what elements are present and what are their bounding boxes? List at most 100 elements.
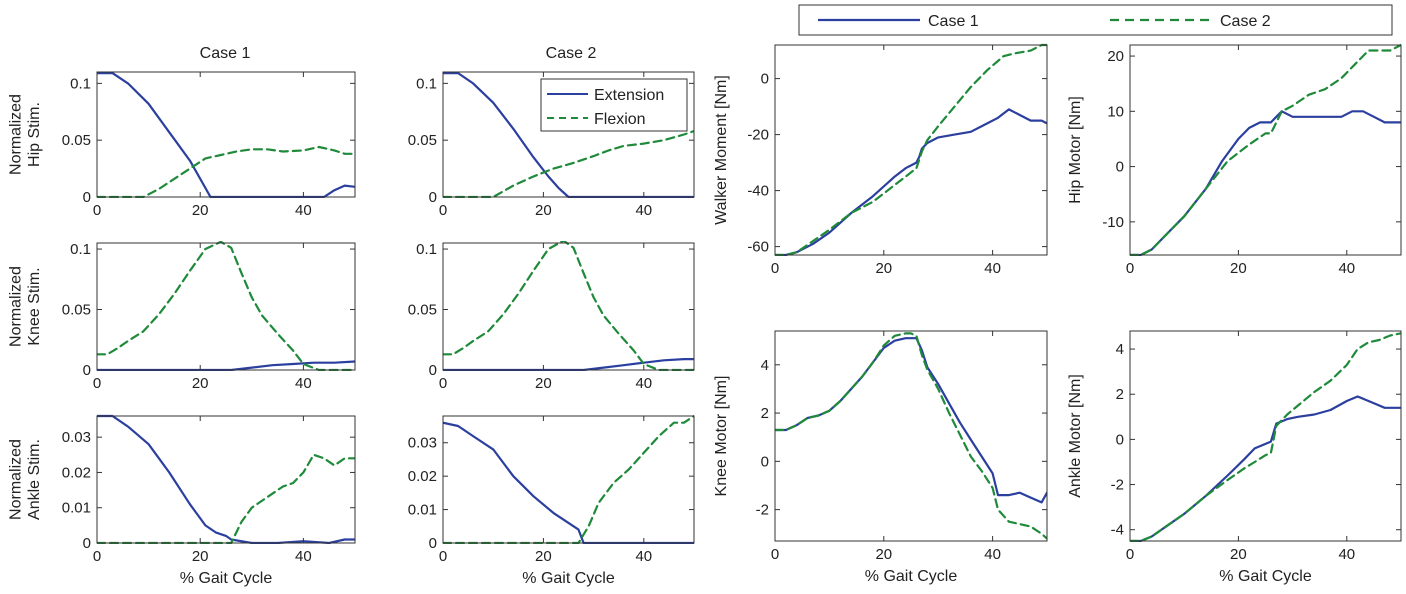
axes-frame: [442, 242, 695, 371]
y-axis-label: Knee Motor [Nm]: [713, 376, 730, 497]
x-tick-label: 40: [295, 202, 312, 219]
x-tick-label: 20: [1230, 546, 1247, 563]
x-tick-label: 0: [93, 202, 101, 219]
axes-frame: [1129, 330, 1402, 542]
y-tick-label: 20: [1107, 48, 1124, 65]
y-tick-label: 0: [1116, 431, 1124, 448]
y-tick-label: 0: [761, 71, 769, 88]
x-tick-label: 40: [295, 548, 312, 565]
x-tick-label: 20: [192, 548, 209, 565]
stim-legend-label-flexion: Flexion: [594, 111, 646, 128]
y-tick-label: -40: [747, 183, 769, 200]
y-tick-label: 0: [83, 535, 91, 552]
y-tick-label: 0.02: [408, 468, 437, 485]
y-tick-label: 0.1: [70, 241, 91, 258]
x-tick-label: 20: [1230, 260, 1247, 277]
x-tick-label: 40: [635, 548, 652, 565]
x-tick-label: 20: [535, 548, 552, 565]
axes-frame: [774, 44, 1048, 256]
y-tick-label: 0.02: [62, 464, 91, 481]
column-title-case2: Case 2: [546, 45, 597, 62]
series-line-case-2: [1130, 43, 1401, 256]
axes-frame: [96, 242, 356, 371]
y-tick-label: -2: [1111, 477, 1124, 494]
plot-knee-stim-case2: 0 20 40 0 0.05 0.1: [408, 241, 695, 392]
plot-ankle-stim-case2: 0 20 40 0 0.01 0.02 0.03 % Gait Cycle: [408, 414, 695, 587]
x-axis-label: % Gait Cycle: [865, 568, 958, 585]
y-tick-label: 2: [761, 405, 769, 422]
x-axis-label: % Gait Cycle: [1219, 568, 1312, 585]
y-tick-label: 0.1: [70, 75, 91, 92]
x-tick-label: 40: [635, 375, 652, 392]
series-line-extension: [443, 421, 694, 544]
x-axis-label: % Gait Cycle: [180, 570, 273, 587]
column-title-case1: Case 1: [200, 45, 251, 62]
x-tick-label: 40: [295, 375, 312, 392]
axes-frame: [1129, 44, 1402, 256]
x-tick-label: 40: [635, 202, 652, 219]
x-tick-label: 0: [1126, 260, 1134, 277]
y-tick-label: 0.01: [62, 500, 91, 517]
y-axis-label: NormalizedHip Stim.: [7, 94, 42, 175]
series-line-case-1: [775, 108, 1047, 256]
plot-knee-motor: 0 20 40 -2 0 2 4 % Gait Cycle Knee Motor [Nm]: [713, 330, 1048, 585]
y-tick-label: 0.05: [408, 302, 437, 319]
y-tick-label: 0: [429, 535, 437, 552]
x-axis-label: % Gait Cycle: [522, 570, 615, 587]
x-tick-label: 20: [192, 202, 209, 219]
x-tick-label: 20: [535, 375, 552, 392]
axes-frame: [442, 415, 695, 544]
x-tick-label: 0: [771, 546, 779, 563]
x-tick-label: 0: [93, 375, 101, 392]
series-line-flexion: [97, 145, 355, 198]
axes-frame: [96, 71, 356, 198]
x-tick-label: 20: [535, 202, 552, 219]
series-line-case-2: [775, 43, 1047, 256]
plot-ankle-stim-case1: 0 20 40 0 0.01 0.02 0.03 % Gait Cycle Normalized…: [7, 414, 356, 587]
x-tick-label: 40: [984, 546, 1001, 563]
series-line-flexion: [97, 453, 355, 544]
x-tick-label: 20: [192, 375, 209, 392]
y-tick-label: 0: [83, 189, 91, 206]
series-line-extension: [97, 72, 355, 198]
y-tick-label: 0.03: [62, 429, 91, 446]
y-tick-label: 0: [1116, 159, 1124, 176]
y-axis-label: NormalizedAnkle Stim.: [7, 439, 42, 520]
top-legend: Case 1 Case 2: [798, 4, 1393, 36]
y-tick-label: -4: [1111, 522, 1124, 539]
x-tick-label: 20: [875, 546, 892, 563]
y-axis-label: Ankle Motor [Nm]: [1067, 374, 1084, 498]
y-axis-label: Hip Motor [Nm]: [1067, 96, 1084, 204]
series-line-case-1: [1130, 395, 1401, 542]
series-line-flexion: [443, 241, 694, 371]
top-legend-label-case2: Case 2: [1220, 13, 1271, 30]
y-tick-label: 0: [761, 453, 769, 470]
y-axis-label: Walker Moment [Nm]: [713, 75, 730, 225]
top-legend-label-case1: Case 1: [928, 13, 979, 30]
y-tick-label: -60: [747, 239, 769, 256]
series-line-flexion: [443, 130, 694, 198]
series-line-case-1: [775, 337, 1047, 504]
plot-hip-stim-case1: 0 20 40 0 0.05 0.1 NormalizedHip Stim.: [7, 71, 356, 219]
plot-knee-stim-case1: 0 20 40 0 0.05 0.1 NormalizedKnee Stim.: [7, 241, 356, 392]
series-line-case-2: [775, 332, 1047, 540]
y-tick-label: 4: [1116, 341, 1124, 358]
stim-legend: Extension Flexion: [540, 78, 688, 132]
series-line-flexion: [97, 241, 355, 371]
y-tick-label: 0.05: [62, 302, 91, 319]
y-tick-label: 2: [1116, 386, 1124, 403]
y-tick-label: 0.05: [62, 132, 91, 149]
axes-frame: [442, 71, 695, 198]
series-line-case-1: [1130, 110, 1401, 256]
y-tick-label: 0: [83, 362, 91, 379]
plot-hip-stim-case2: 0 20 40 0 0.05 0.1: [408, 71, 695, 219]
x-tick-label: 40: [984, 260, 1001, 277]
plot-hip-motor: 0 20 40 -10 0 10 20 Hip Motor [Nm]: [1067, 43, 1402, 277]
y-tick-label: 0.1: [416, 241, 437, 258]
stim-legend-label-extension: Extension: [594, 87, 664, 104]
y-tick-label: 0.1: [416, 75, 437, 92]
plot-ankle-motor: 0 20 40 -4 -2 0 2 4 % Gait Cycle Ankle Motor [Nm]: [1067, 330, 1402, 585]
axes-frame: [96, 415, 356, 544]
x-tick-label: 0: [439, 202, 447, 219]
